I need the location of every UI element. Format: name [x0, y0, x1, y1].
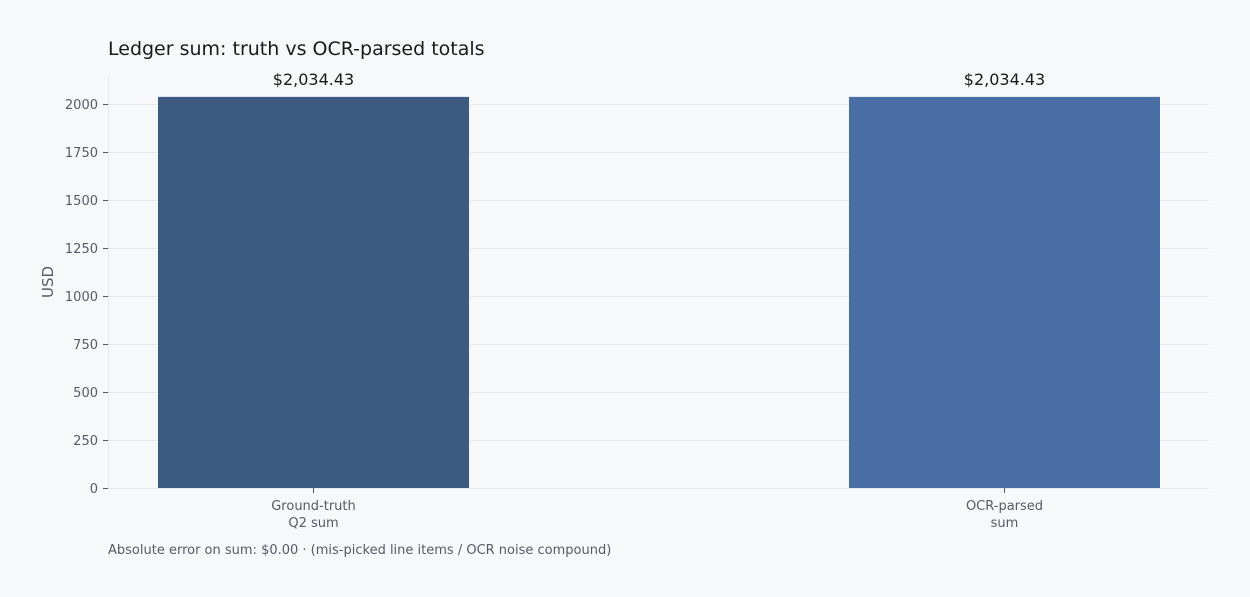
x-axis-ticks: Ground-truth Q2 sum OCR-parsed sum: [271, 488, 1043, 531]
y-axis-ticks: 0 250 500 750 1000 1250 1500 1750 2000: [65, 98, 108, 497]
y-tick-label: 1750: [65, 146, 98, 161]
bar-value-label: $2,034.43: [964, 70, 1045, 89]
y-tick-label: 1250: [65, 242, 98, 257]
y-axis-label: USD: [39, 266, 57, 298]
bar: [849, 96, 1160, 488]
x-tick-label: Ground-truth Q2 sum: [271, 499, 356, 531]
y-tick-label: 1500: [65, 194, 98, 209]
bar-value-label: $2,034.43: [273, 70, 354, 89]
y-tick-label: 1000: [65, 290, 98, 305]
y-tick-label: 250: [73, 434, 98, 449]
bar: [158, 96, 469, 488]
y-tick-label: 2000: [65, 98, 98, 113]
footnote: Absolute error on sum: $0.00 · (mis-pick…: [108, 543, 611, 558]
bars: $2,034.43 $2,034.43: [158, 70, 1160, 488]
y-tick-label: 0: [90, 482, 98, 497]
chart-title: Ledger sum: truth vs OCR-parsed totals: [108, 38, 485, 60]
x-tick-label: OCR-parsed sum: [966, 499, 1043, 531]
y-tick-label: 500: [73, 386, 98, 401]
y-tick-label: 750: [73, 338, 98, 353]
